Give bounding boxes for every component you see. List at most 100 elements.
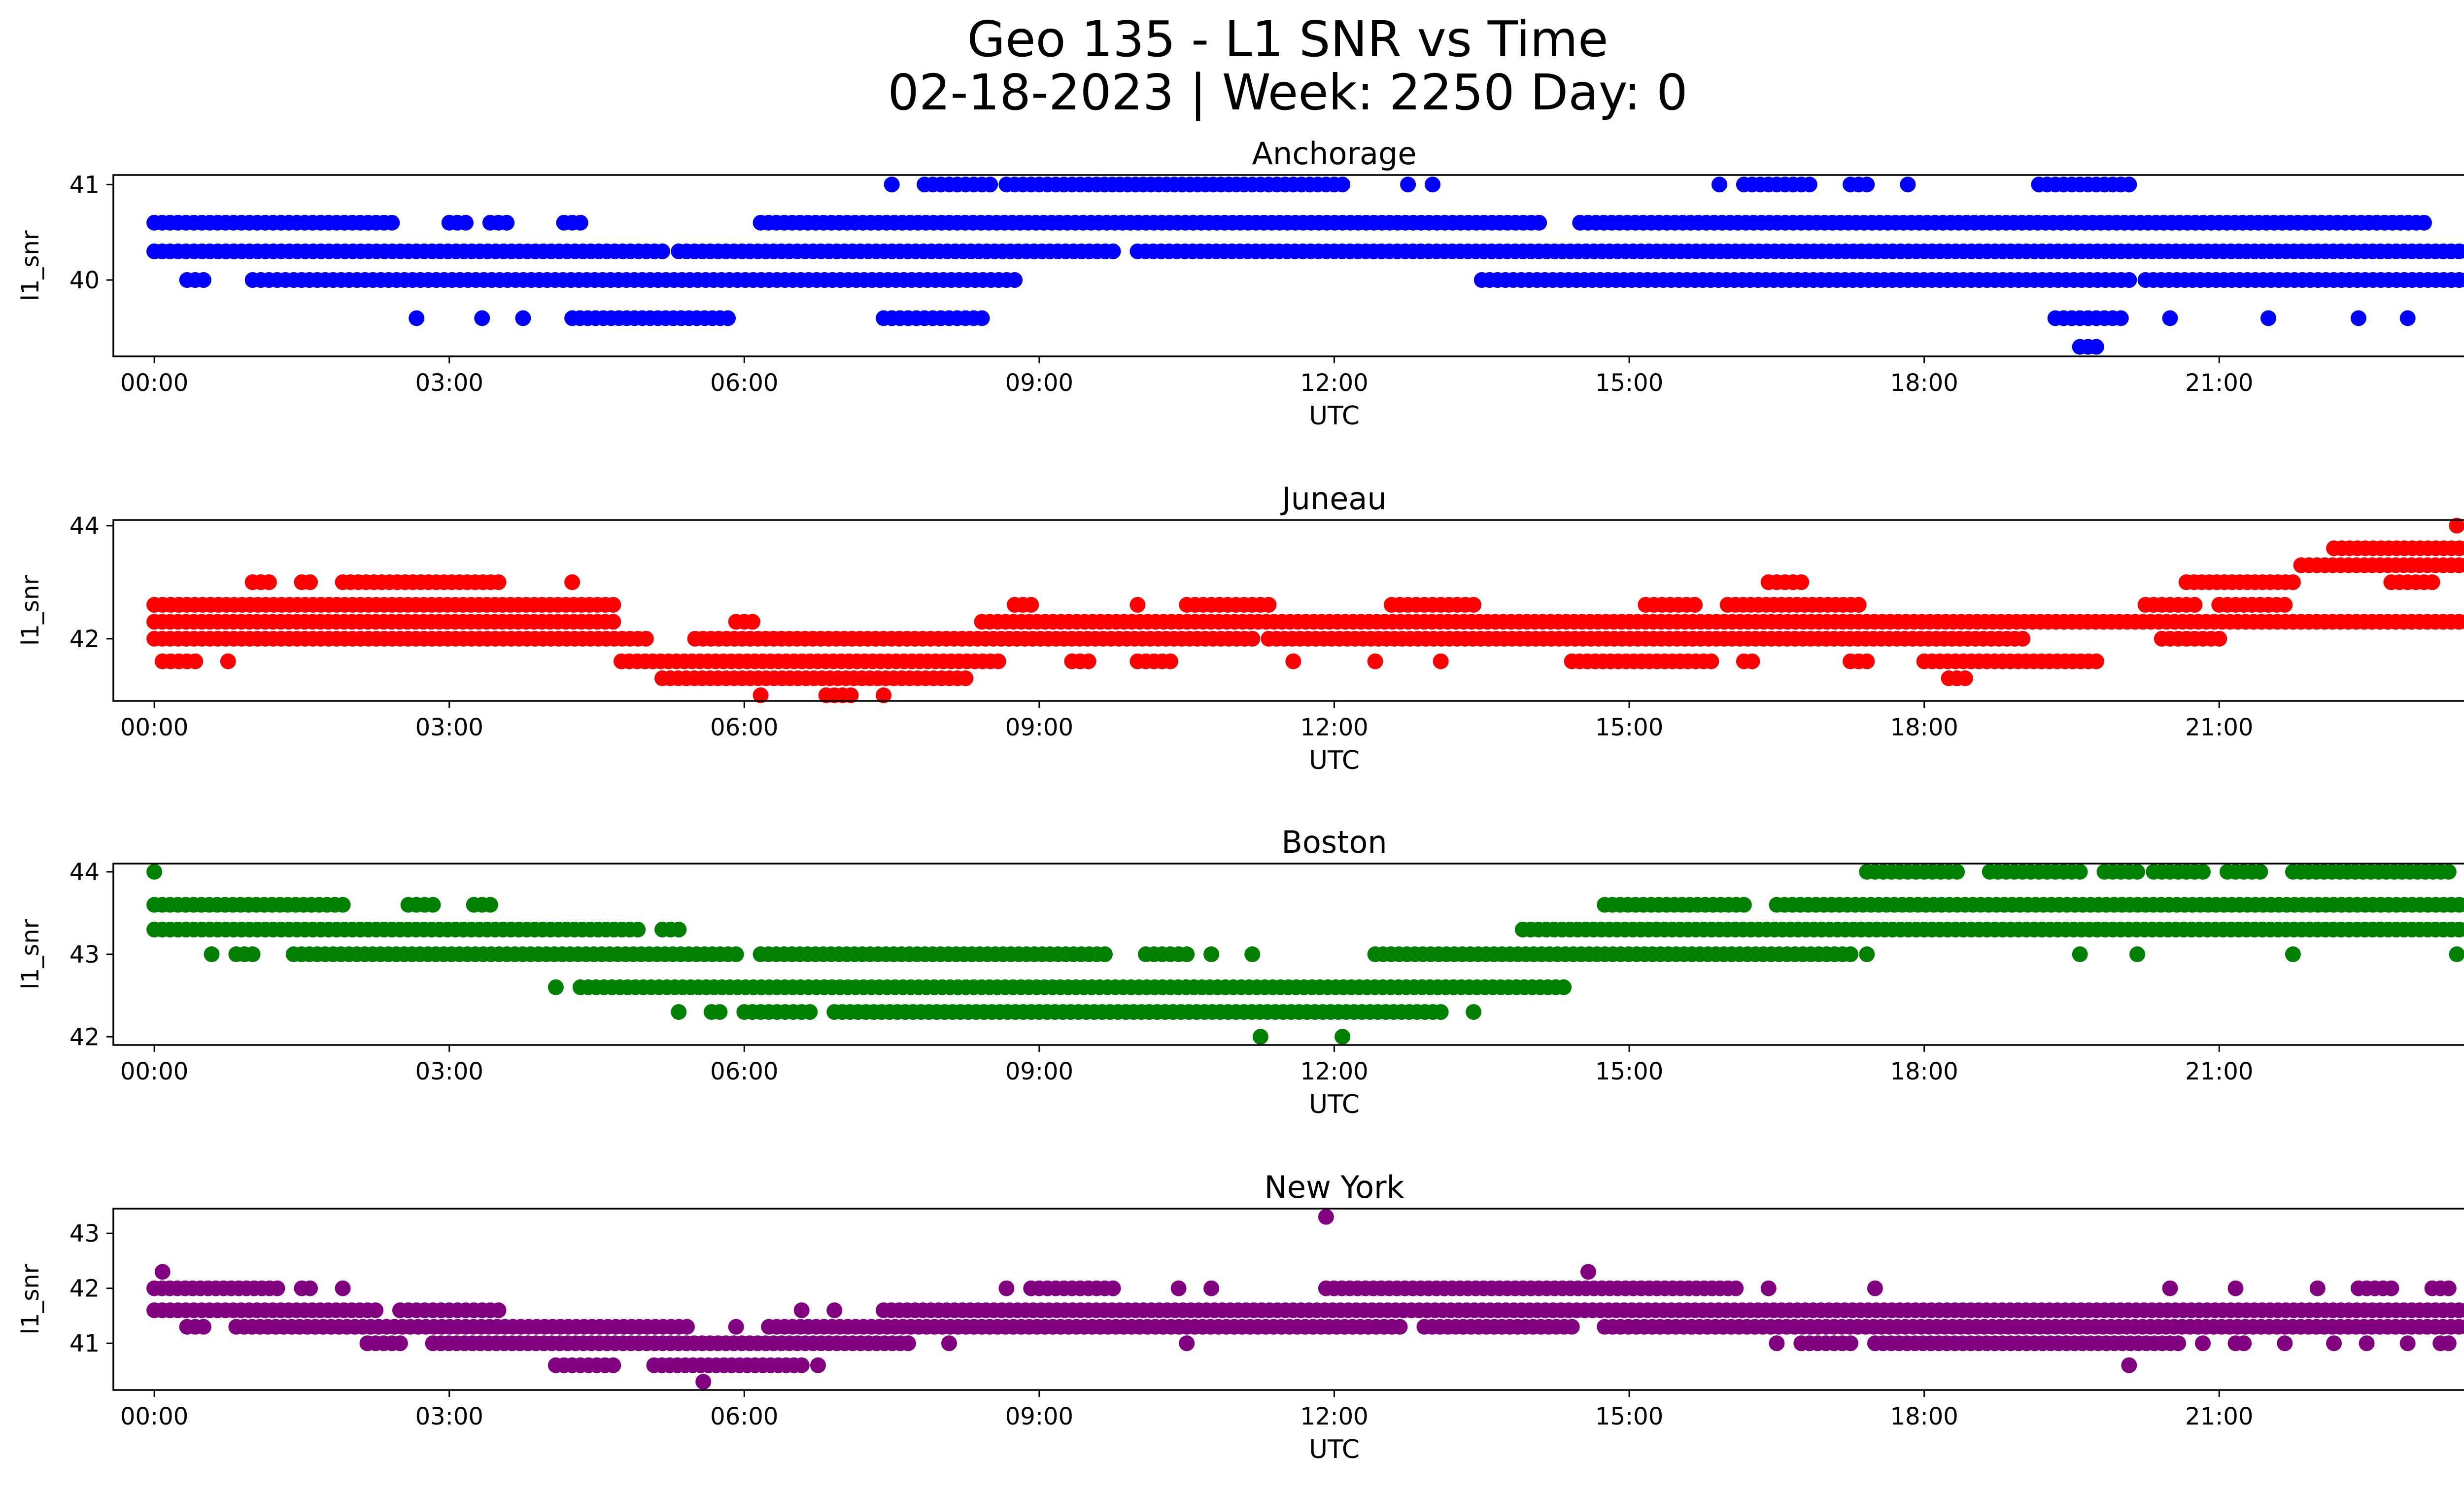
- data-point: [1179, 1335, 1195, 1352]
- data-point: [1096, 946, 1113, 962]
- data-point: [2326, 1335, 2342, 1352]
- data-point: [1687, 597, 1703, 613]
- data-point: [2459, 244, 2464, 259]
- data-point: [2162, 1280, 2178, 1296]
- data-point: [605, 597, 621, 613]
- y-tick-label: 43: [69, 1220, 100, 1248]
- data-point: [1850, 597, 1867, 613]
- data-point: [335, 1280, 351, 1296]
- data-point: [1793, 574, 1810, 591]
- subplot-1: Anchorage 00:00 03:00 06:00 09:00 12:00 15:00 1…: [17, 136, 2464, 431]
- y-axis-label: l1_snr: [17, 230, 44, 301]
- data-point: [1261, 597, 1277, 613]
- data-point: [187, 653, 204, 669]
- data-point: [1080, 653, 1096, 669]
- data-point: [728, 946, 744, 962]
- data-point: [1900, 176, 1916, 193]
- data-point: [2440, 864, 2457, 880]
- subplot-title: Juneau: [1280, 481, 1386, 517]
- data-point: [1285, 653, 1301, 669]
- data-point: [1023, 597, 1039, 613]
- data-point: [2459, 541, 2464, 556]
- x-tick-label: 09:00: [1005, 714, 1073, 741]
- data-point: [728, 1319, 744, 1335]
- y-tick-label: 41: [69, 1330, 100, 1357]
- data-point: [2121, 176, 2137, 193]
- data-point: [474, 310, 490, 326]
- x-tick-label: 21:00: [2185, 1403, 2253, 1430]
- data-point: [671, 921, 687, 938]
- x-tick-label: 21:00: [2185, 369, 2253, 397]
- x-tick-label: 18:00: [1890, 714, 1958, 741]
- data-point: [1957, 670, 1973, 687]
- data-point: [2416, 214, 2432, 231]
- data-point: [2072, 946, 2088, 962]
- y-tick-label: 42: [69, 1023, 100, 1051]
- x-tick-label: 09:00: [1005, 369, 1073, 397]
- data-point: [1711, 176, 1727, 193]
- x-tick-label: 03:00: [415, 369, 483, 397]
- x-tick-label: 00:00: [120, 369, 188, 397]
- axes-frame: [112, 174, 2464, 357]
- data-point: [654, 243, 671, 259]
- data-point: [2195, 1335, 2211, 1352]
- data-point: [2383, 1280, 2399, 1296]
- data-point: [2195, 864, 2211, 880]
- data-point: [2309, 1280, 2326, 1296]
- scatter-points: [146, 518, 2464, 703]
- data-point: [1007, 272, 1023, 288]
- data-point: [572, 214, 588, 231]
- x-tick-label: 12:00: [1300, 369, 1368, 397]
- data-point: [793, 1302, 810, 1319]
- data-point: [2459, 614, 2464, 629]
- y-axis-label: l1_snr: [17, 1264, 44, 1334]
- data-point: [2459, 1303, 2464, 1318]
- x-tick-label: 03:00: [415, 1403, 483, 1430]
- x-tick-label: 06:00: [710, 369, 778, 397]
- x-tick-label: 15:00: [1595, 1058, 1663, 1085]
- data-point: [564, 574, 581, 591]
- data-point: [482, 897, 498, 913]
- x-tick-label: 09:00: [1005, 1403, 1073, 1430]
- data-point: [2236, 1335, 2252, 1352]
- data-point: [1580, 1264, 1596, 1280]
- x-tick-label: 06:00: [710, 1058, 778, 1085]
- data-point: [548, 979, 564, 995]
- data-point: [712, 1004, 728, 1020]
- data-point: [1170, 1280, 1187, 1296]
- data-point: [2121, 272, 2137, 288]
- scatter-points: [146, 176, 2464, 355]
- data-point: [744, 614, 760, 630]
- subplot-title: Anchorage: [1252, 136, 1416, 172]
- data-point: [802, 1004, 818, 1020]
- data-point: [1335, 176, 1351, 193]
- x-axis-label: UTC: [1309, 1090, 1360, 1119]
- y-tick-label: 40: [69, 267, 100, 294]
- data-point: [605, 614, 621, 630]
- x-tick-label: 12:00: [1300, 714, 1368, 741]
- data-point: [826, 1302, 843, 1319]
- data-point: [499, 214, 515, 231]
- data-point: [1425, 176, 1441, 193]
- x-tick-label: 00:00: [120, 1058, 188, 1085]
- data-point: [1244, 630, 1261, 647]
- data-point: [244, 946, 261, 962]
- x-axis-label: UTC: [1309, 746, 1360, 775]
- data-point: [409, 310, 425, 326]
- data-point: [1736, 897, 1752, 913]
- data-point: [998, 1280, 1015, 1296]
- data-point: [1129, 597, 1146, 613]
- data-point: [2252, 864, 2268, 880]
- data-point: [1564, 1319, 1580, 1335]
- data-point: [1556, 979, 1572, 995]
- y-tick-label: 42: [69, 626, 100, 653]
- data-point: [2170, 1335, 2187, 1352]
- data-point: [1466, 1004, 1482, 1020]
- data-point: [2072, 864, 2088, 880]
- data-point: [2088, 653, 2104, 669]
- data-point: [1801, 176, 1817, 193]
- x-tick-label: 21:00: [2185, 1058, 2253, 1085]
- data-point: [2187, 597, 2203, 613]
